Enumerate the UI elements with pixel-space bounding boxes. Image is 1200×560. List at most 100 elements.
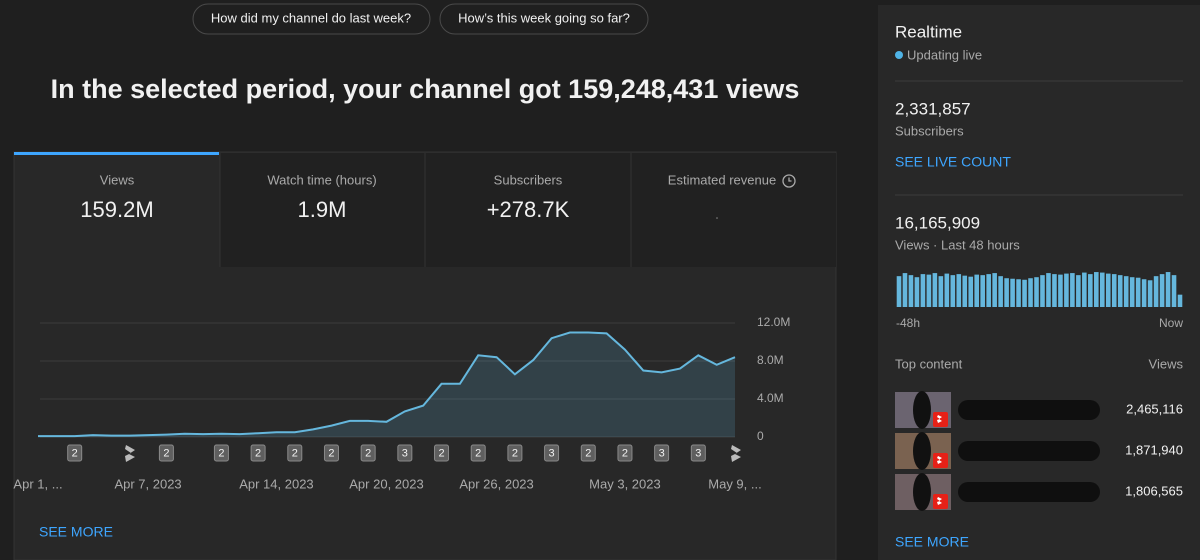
x-tick-label: May 3, 2023 — [589, 476, 661, 491]
shorts-glyph — [731, 445, 741, 462]
shorts-badge — [933, 494, 948, 509]
top-content-header: Top content — [895, 356, 963, 371]
bar — [1141, 279, 1147, 307]
x-tick-label: -48h — [896, 316, 920, 330]
top-content-views: 2,465,116 — [1126, 401, 1183, 416]
bar — [920, 274, 926, 307]
shorts-badge — [933, 412, 948, 427]
x-tick-label: Apr 1, ... — [13, 476, 62, 491]
marker-badge — [158, 444, 174, 462]
bar — [1034, 277, 1039, 307]
revenue-dot — [716, 217, 718, 219]
marker-label: 3 — [695, 447, 701, 459]
bar — [896, 276, 902, 307]
metric-value: 159.2M — [80, 197, 153, 222]
x-tick-label: Apr 20, 2023 — [349, 476, 423, 491]
marker-label: 2 — [255, 447, 261, 459]
y-tick-label: 4.0M — [757, 391, 784, 405]
selected-tab-bar — [14, 152, 219, 155]
metric-value: +278.7K — [487, 197, 570, 222]
marker-label: 2 — [622, 447, 628, 459]
marker-badge — [360, 444, 376, 462]
bar — [986, 274, 991, 307]
shorts-icon — [731, 445, 741, 462]
line — [38, 331, 736, 438]
live-dot — [895, 51, 903, 59]
marker-label: 2 — [163, 447, 169, 459]
marker-badge — [617, 444, 633, 462]
bar — [998, 276, 1003, 307]
marker-badge — [397, 444, 413, 462]
bar — [944, 273, 950, 307]
bar — [932, 273, 938, 307]
bar — [1058, 274, 1063, 307]
bar — [956, 274, 962, 307]
bar — [962, 275, 968, 307]
marker-label: 2 — [438, 447, 444, 459]
redacted-title — [958, 400, 1100, 420]
bar — [1082, 272, 1087, 307]
bar — [980, 275, 985, 307]
bar — [1010, 278, 1015, 307]
bar — [968, 276, 974, 307]
realtime-title: Realtime — [895, 22, 962, 41]
marker-badge — [213, 444, 229, 462]
views-header: Views — [1149, 356, 1184, 371]
bar — [1022, 279, 1027, 307]
live-count-link[interactable]: SEE LIVE COUNT — [895, 154, 1011, 170]
thumbnail-blur — [913, 432, 931, 470]
suggestion-text[interactable]: How’s this week going so far? — [458, 10, 630, 25]
x-tick-label: Apr 14, 2023 — [239, 476, 313, 491]
metric-value: 1.9M — [298, 197, 347, 222]
bar — [1046, 273, 1051, 307]
bar — [938, 276, 944, 307]
bar — [1147, 280, 1153, 307]
top-content-views: 1,806,565 — [1125, 483, 1183, 498]
marker-label: 2 — [328, 447, 334, 459]
bar — [1129, 277, 1135, 307]
subscriber-label: Subscribers — [895, 123, 964, 138]
clock-hands — [788, 177, 792, 182]
marker-badge — [250, 444, 266, 462]
bar — [1153, 276, 1159, 307]
subscriber-count: 2,331,857 — [895, 99, 971, 118]
bar — [1099, 272, 1105, 307]
marker-badge — [323, 444, 339, 462]
marker-badge — [67, 444, 83, 462]
metric-label: Watch time (hours) — [267, 172, 376, 187]
marker-badge — [580, 444, 596, 462]
marker-badge — [544, 444, 560, 462]
thumbnail-blur — [913, 473, 931, 511]
marker-badge — [470, 444, 486, 462]
marker-label: 2 — [365, 447, 371, 459]
suggestion-text[interactable]: How did my channel do last week? — [211, 10, 411, 25]
suggestion-pill[interactable] — [192, 3, 431, 35]
shorts-glyph — [125, 445, 135, 462]
suggestion-pill[interactable] — [439, 3, 649, 35]
marker-label: 3 — [402, 447, 408, 459]
marker-label: 2 — [218, 447, 224, 459]
bar — [1165, 272, 1171, 307]
bar — [1177, 294, 1183, 307]
see-more-link[interactable]: SEE MORE — [39, 524, 113, 540]
marker-label: 2 — [585, 447, 591, 459]
top-content-views: 1,871,940 — [1125, 442, 1183, 457]
shorts-badge-glyph — [937, 497, 942, 505]
live-status: Updating live — [907, 47, 982, 62]
bar — [1117, 275, 1123, 307]
bar — [1135, 277, 1141, 307]
bar — [1159, 274, 1165, 307]
metric-label: Views — [100, 172, 135, 187]
bar — [1094, 272, 1099, 307]
bar — [1016, 279, 1021, 307]
y-tick-label: 0 — [757, 429, 764, 443]
marker-label: 3 — [659, 447, 665, 459]
bar — [1052, 274, 1057, 307]
headline: In the selected period, your channel got… — [51, 74, 800, 104]
marker-badge — [434, 444, 450, 462]
shorts-badge-glyph — [937, 456, 942, 464]
see-more-link[interactable]: SEE MORE — [895, 534, 969, 550]
x-tick-label: May 9, ... — [708, 476, 761, 491]
marker-badge — [507, 444, 523, 462]
